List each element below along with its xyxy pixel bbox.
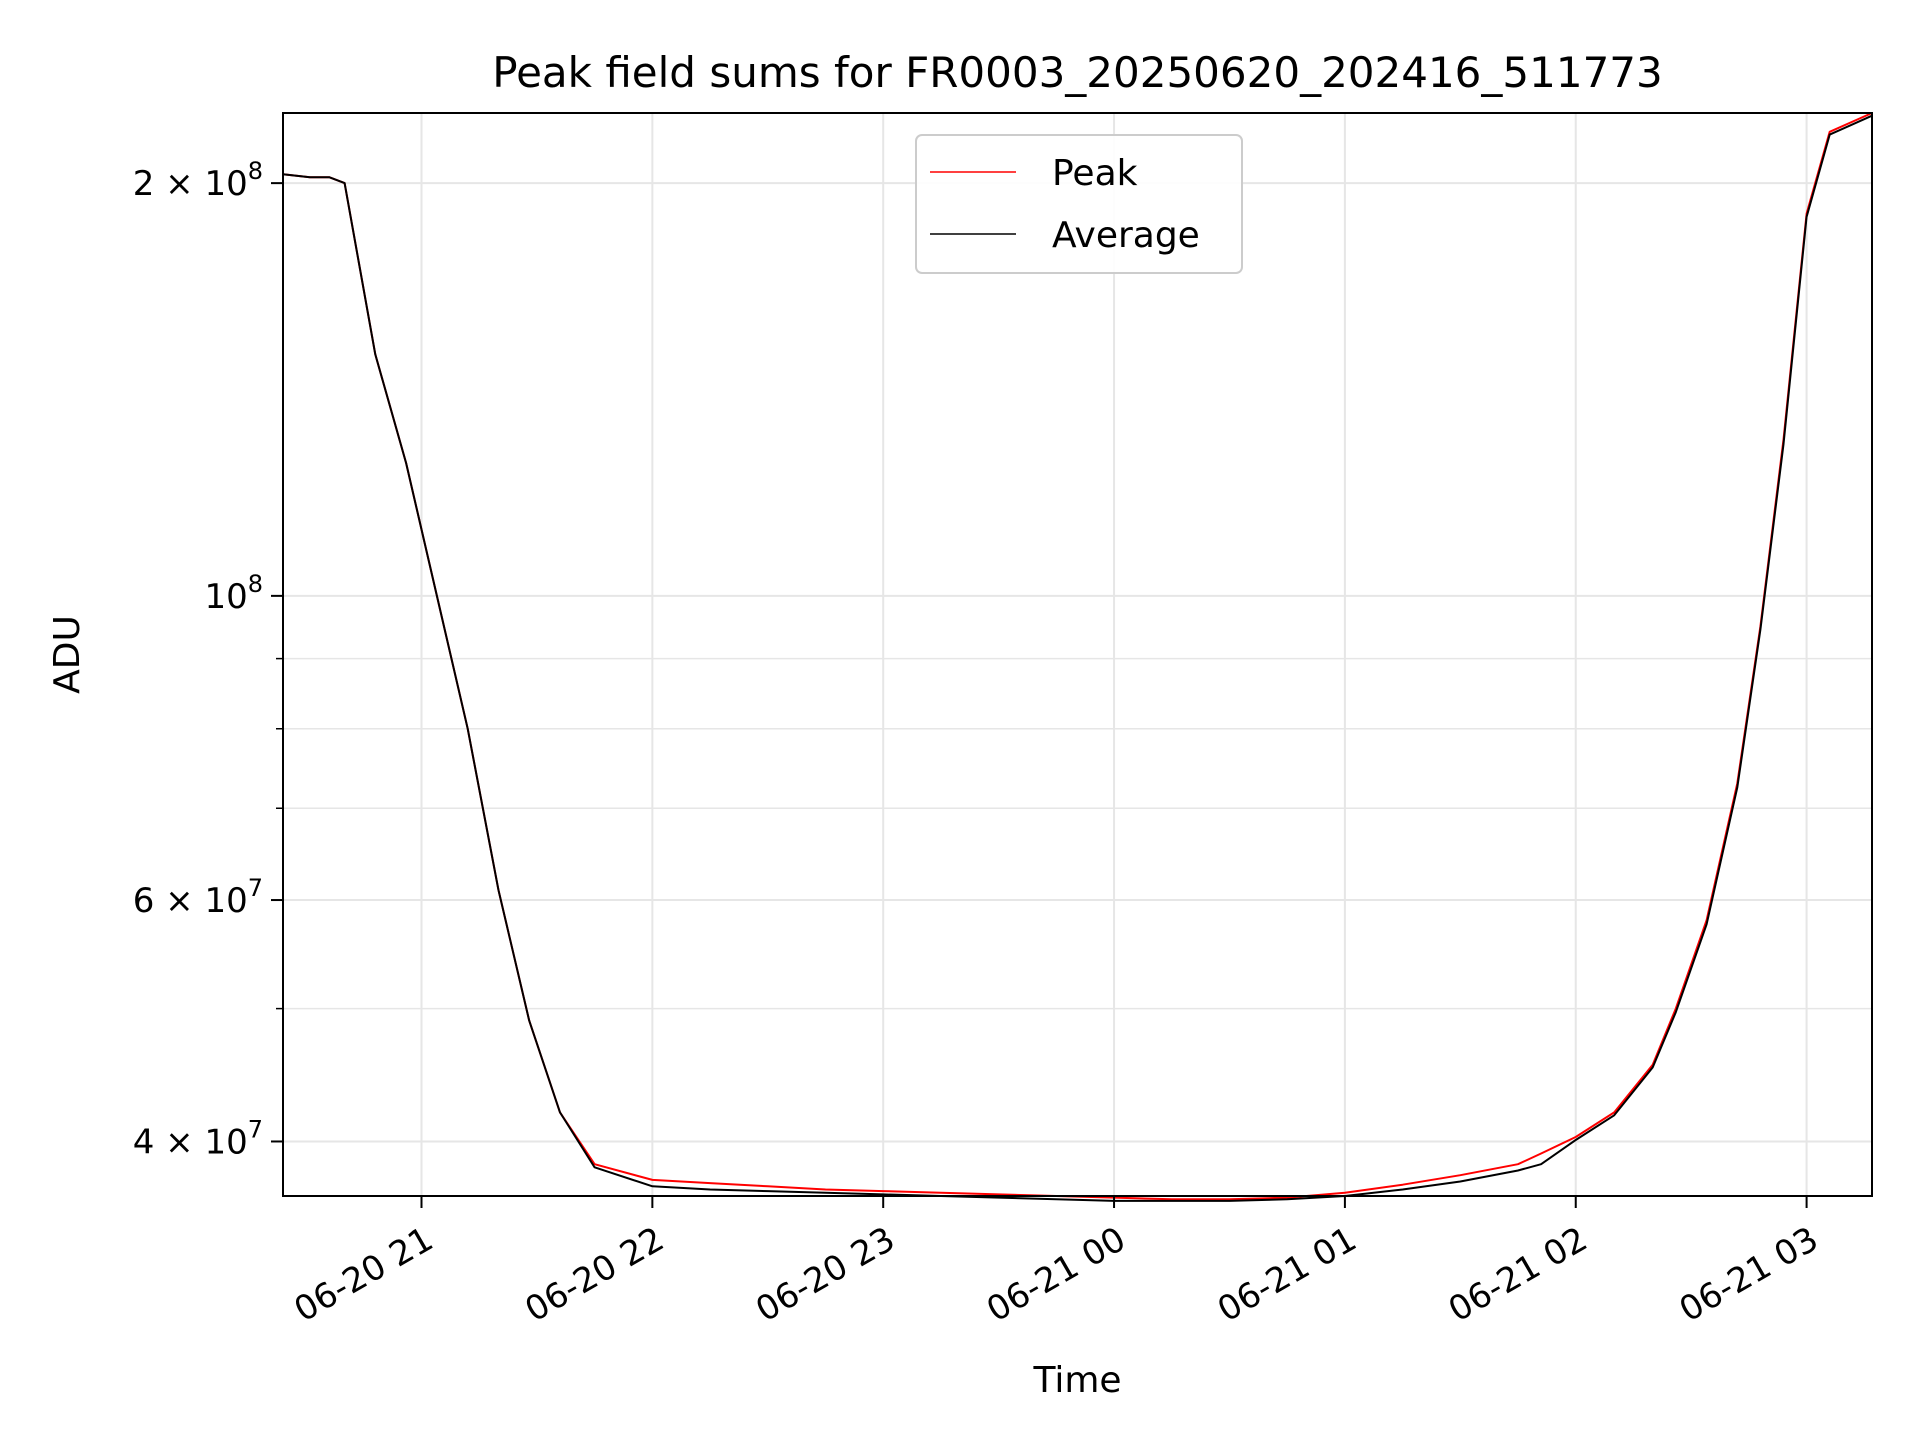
y-axis-label: ADU bbox=[47, 615, 88, 694]
y-tick-base: 10 bbox=[204, 577, 247, 617]
y-tick-exponent: 7 bbox=[248, 874, 263, 902]
plot-area-frame bbox=[282, 112, 1873, 1197]
y-tick-base: 2 × 10 bbox=[133, 164, 248, 204]
legend-box bbox=[915, 134, 1243, 274]
legend: Peak Average bbox=[915, 134, 1243, 274]
y-tick-base: 6 × 10 bbox=[133, 881, 248, 921]
legend-label-average: Average bbox=[1052, 215, 1200, 256]
y-tick-exponent: 7 bbox=[248, 1115, 263, 1143]
y-tick-label: 108 bbox=[204, 570, 263, 617]
y-tick-exponent: 8 bbox=[248, 570, 263, 598]
y-tick-label: 2 × 108 bbox=[133, 157, 263, 204]
chart-title: Peak field sums for FR0003_20250620_2024… bbox=[492, 48, 1662, 97]
y-tick-exponent: 8 bbox=[248, 157, 263, 185]
series-line-average bbox=[282, 114, 1873, 1202]
legend-label-peak: Peak bbox=[1052, 153, 1138, 194]
y-tick-label: 4 × 107 bbox=[133, 1115, 263, 1162]
y-tick-base: 4 × 10 bbox=[133, 1122, 248, 1162]
x-axis-label: Time bbox=[1032, 1360, 1121, 1401]
y-tick-label: 6 × 107 bbox=[133, 874, 263, 921]
